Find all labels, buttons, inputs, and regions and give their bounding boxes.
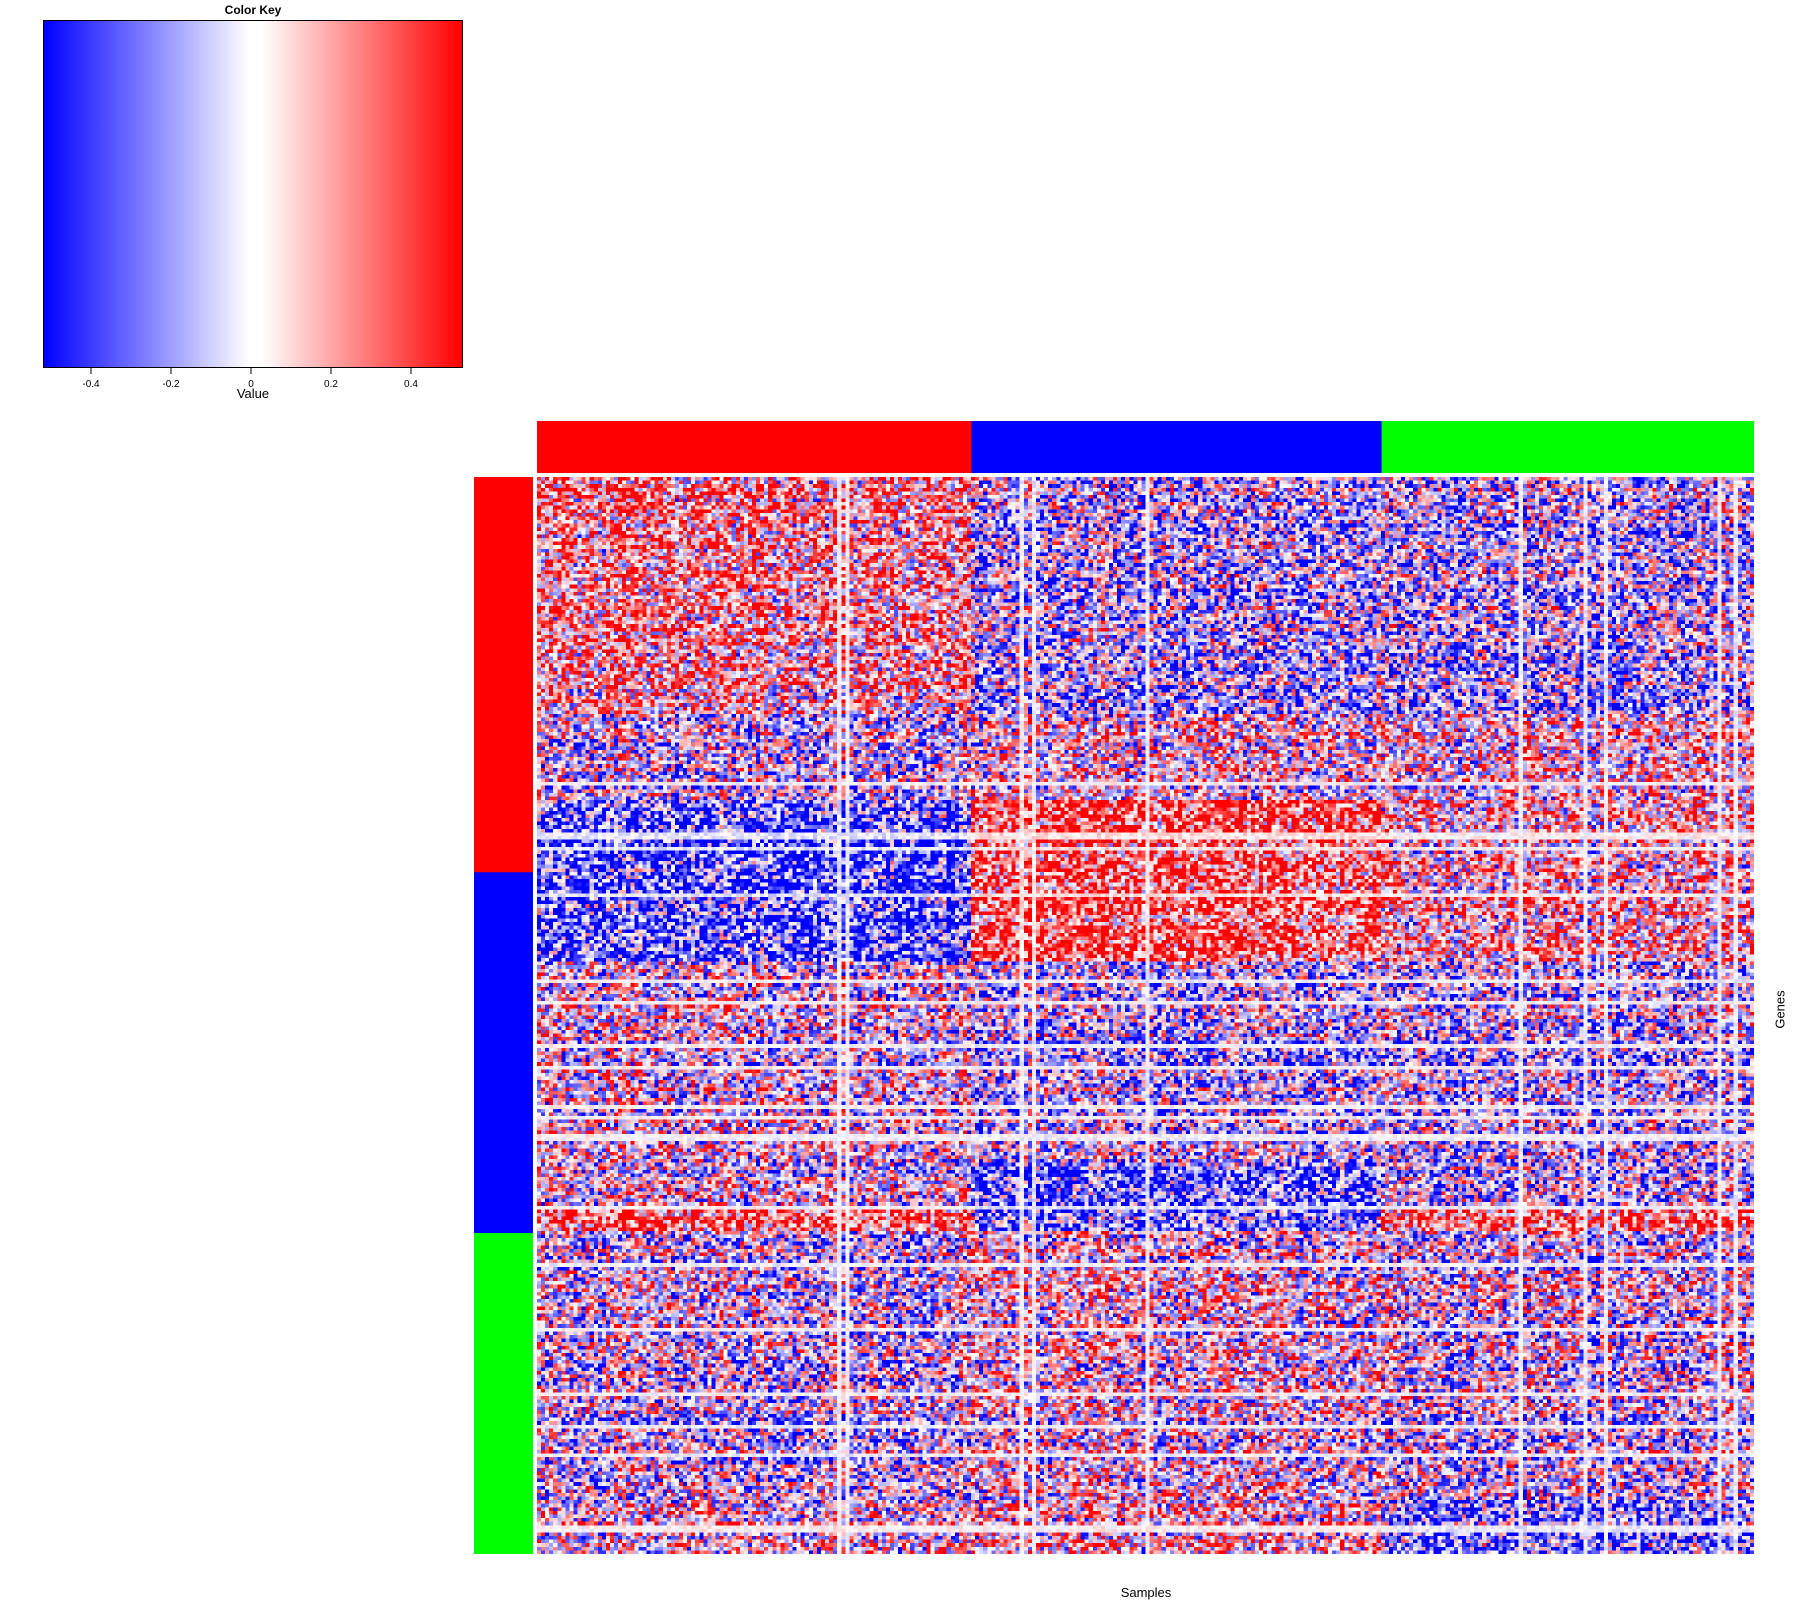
color-key-tick-label: -0.4: [82, 379, 100, 390]
row-group-sidebar: [474, 477, 533, 1554]
color-key-tick-label: 0.2: [324, 379, 338, 390]
row-group-bar-group-3: [474, 1233, 533, 1554]
y-axis-label: Genes: [1772, 990, 1788, 1029]
color-key-tick-label: -0.2: [162, 379, 180, 390]
color-key-tick-label: 0: [248, 379, 254, 390]
heatmap-matrix: [537, 477, 1754, 1554]
color-key-axis: -0.4 -0.2 0 0.2 0.4: [82, 368, 418, 390]
column-group-sidebar: [537, 421, 1754, 473]
row-group-bar-group-2: [474, 872, 533, 1234]
row-group-bar-group-1: [474, 477, 533, 873]
color-key-gradient: [43, 20, 463, 368]
color-key-title: Color Key: [224, 3, 282, 17]
x-axis-label: Samples: [1120, 1585, 1172, 1600]
column-group-bar-group-1: [537, 421, 972, 473]
color-key-tick-label: 0.4: [404, 379, 418, 390]
column-group-bar-group-3: [1381, 421, 1754, 473]
color-key-xlabel: Value: [236, 386, 270, 401]
column-group-bar-group-2: [971, 421, 1383, 473]
